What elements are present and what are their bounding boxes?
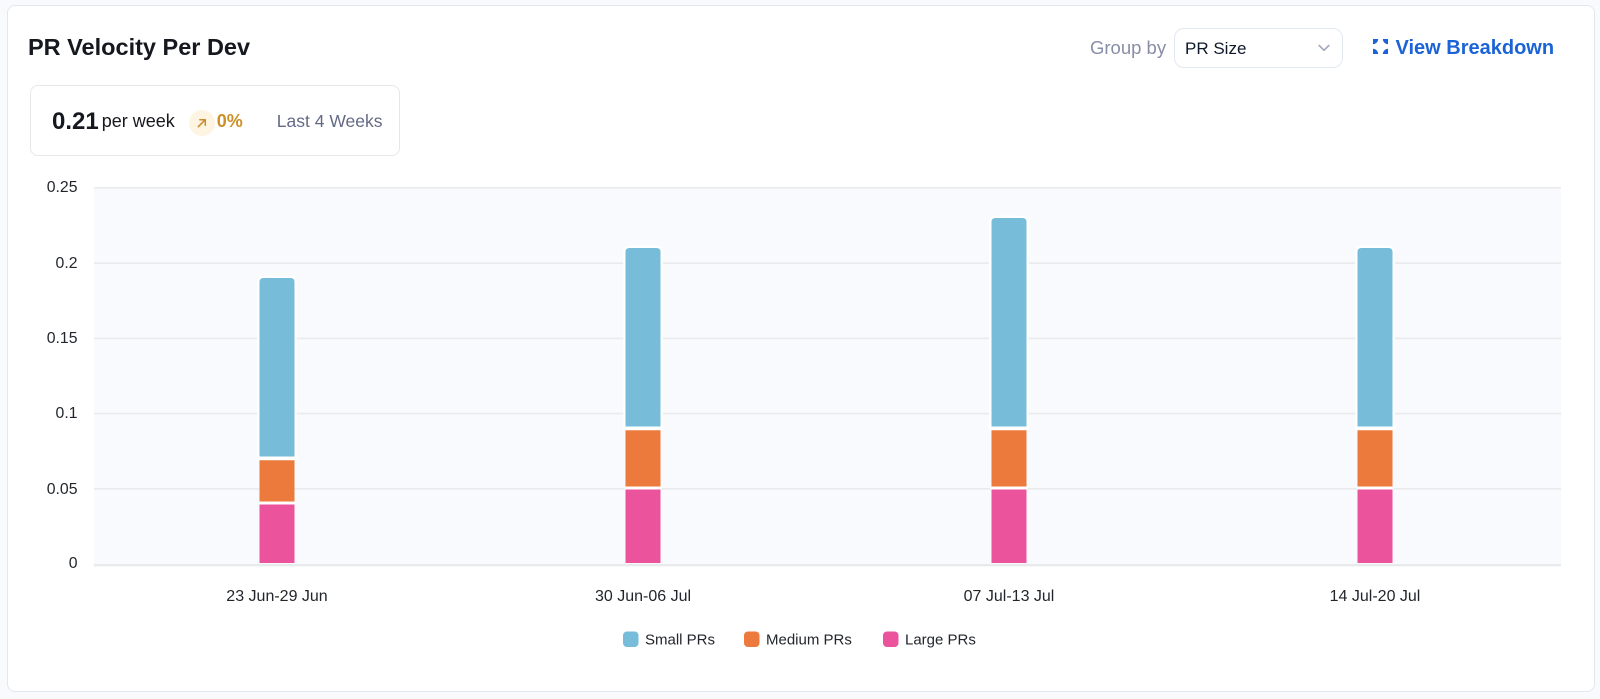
svg-text:0: 0 (69, 555, 78, 572)
svg-text:30 Jun-06 Jul: 30 Jun-06 Jul (595, 588, 691, 605)
svg-text:Medium PRs: Medium PRs (766, 632, 852, 649)
svg-text:0.2: 0.2 (56, 255, 78, 272)
svg-text:23 Jun-29 Jun: 23 Jun-29 Jun (226, 588, 327, 605)
svg-text:0.15: 0.15 (47, 330, 78, 347)
svg-text:0.1: 0.1 (56, 405, 78, 422)
svg-text:0.05: 0.05 (47, 481, 78, 498)
svg-text:Small PRs: Small PRs (645, 632, 715, 649)
svg-text:Large PRs: Large PRs (905, 632, 976, 649)
svg-text:0.25: 0.25 (47, 179, 78, 196)
svg-text:07 Jul-13 Jul: 07 Jul-13 Jul (964, 588, 1055, 605)
svg-text:14 Jul-20 Jul: 14 Jul-20 Jul (1330, 588, 1421, 605)
